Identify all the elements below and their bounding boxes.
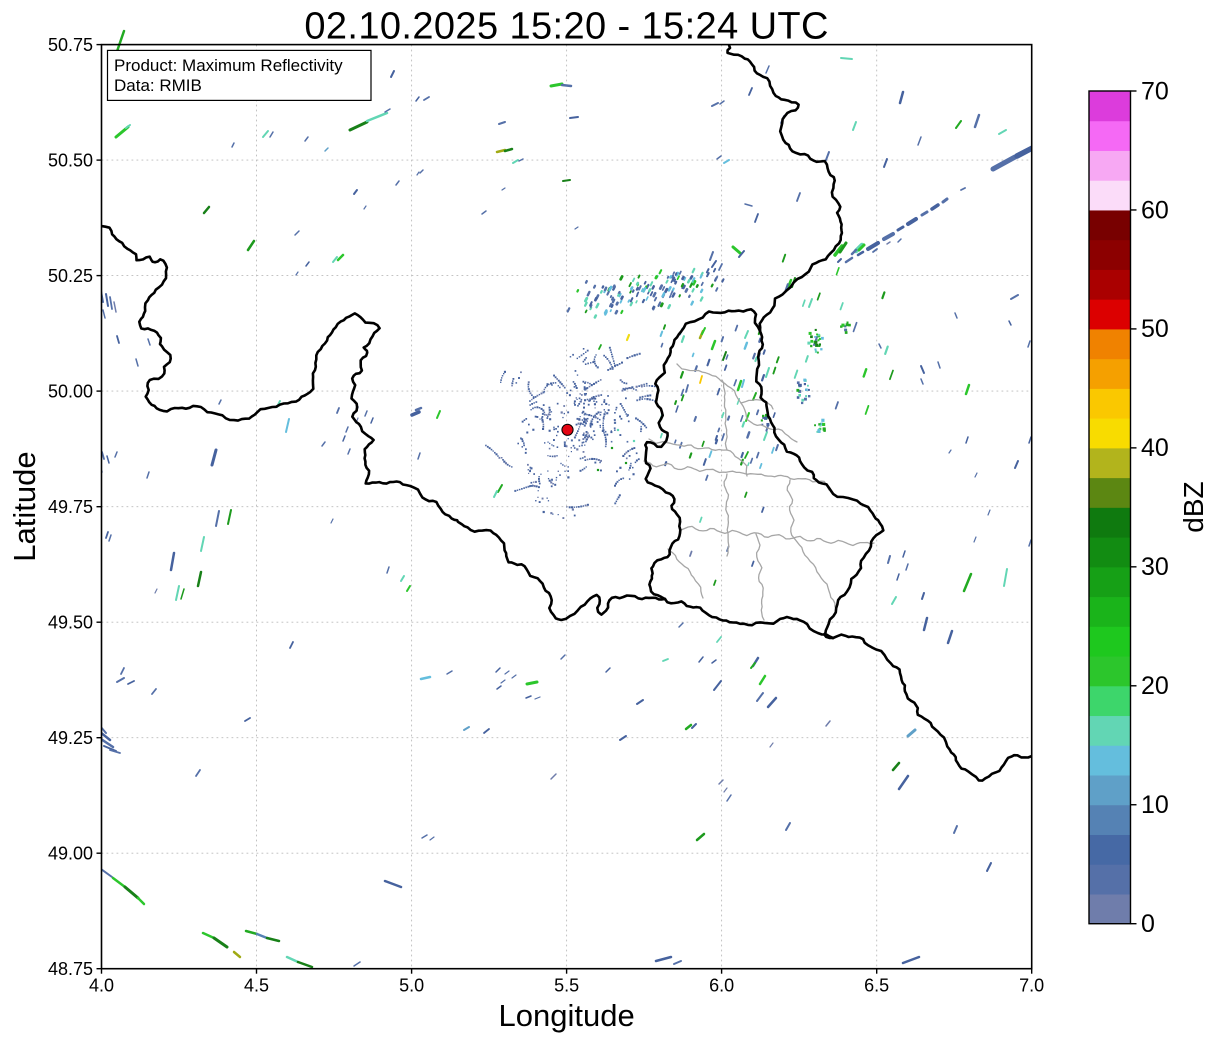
svg-text:60: 60 [1141,196,1169,224]
svg-text:20: 20 [1141,672,1169,700]
svg-text:4.0: 4.0 [89,976,114,996]
svg-text:49.25: 49.25 [48,728,93,748]
svg-text:49.50: 49.50 [48,612,93,632]
svg-text:30: 30 [1141,553,1169,581]
svg-text:Latitude: Latitude [7,451,42,561]
svg-text:10: 10 [1141,791,1169,819]
svg-text:02.10.2025 15:20 - 15:24 UTC: 02.10.2025 15:20 - 15:24 UTC [304,6,829,48]
svg-text:Product: Maximum Reflectivity: Product: Maximum Reflectivity [114,56,343,75]
svg-text:4.5: 4.5 [244,976,269,996]
svg-text:Data: RMIB: Data: RMIB [114,76,202,95]
svg-text:6.5: 6.5 [864,976,889,996]
svg-text:50.25: 50.25 [48,266,93,286]
svg-text:50.75: 50.75 [48,35,93,55]
svg-text:50.50: 50.50 [48,150,93,170]
svg-text:50: 50 [1141,315,1169,343]
svg-text:49.00: 49.00 [48,843,93,863]
svg-text:40: 40 [1141,434,1169,462]
svg-text:5.5: 5.5 [554,976,579,996]
svg-text:0: 0 [1141,910,1155,938]
svg-text:48.75: 48.75 [48,959,93,979]
svg-text:49.75: 49.75 [48,497,93,517]
svg-text:Longitude: Longitude [499,998,635,1033]
svg-text:70: 70 [1141,77,1169,105]
svg-text:5.0: 5.0 [399,976,424,996]
svg-text:6.0: 6.0 [709,976,734,996]
svg-text:7.0: 7.0 [1019,976,1044,996]
svg-text:dBZ: dBZ [1178,481,1209,532]
svg-text:50.00: 50.00 [48,381,93,401]
